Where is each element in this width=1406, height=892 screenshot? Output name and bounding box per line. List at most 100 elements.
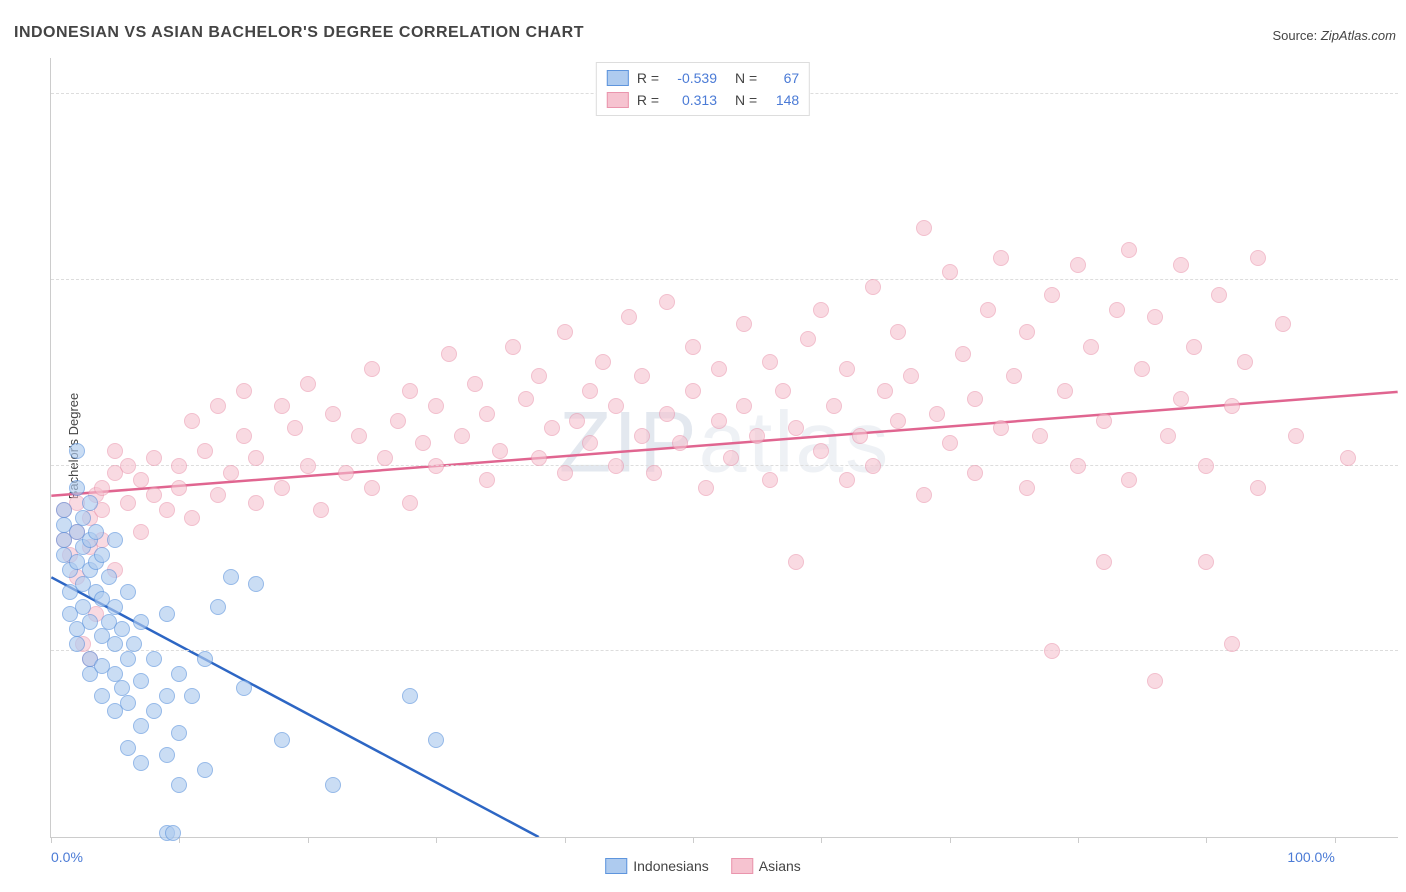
data-point-asians (865, 458, 881, 474)
data-point-asians (1186, 339, 1202, 355)
data-point-asians (236, 428, 252, 444)
data-point-indonesians (120, 651, 136, 667)
data-point-asians (1340, 450, 1356, 466)
data-point-asians (479, 406, 495, 422)
data-point-asians (223, 465, 239, 481)
data-point-indonesians (236, 680, 252, 696)
plot-area: ZIPatlas 25.0%50.0%75.0%100.0%0.0%100.0% (50, 58, 1398, 838)
data-point-indonesians (133, 673, 149, 689)
legend-label-asians: Asians (759, 858, 801, 874)
data-point-indonesians (120, 695, 136, 711)
n-value-asians: 148 (765, 89, 799, 111)
data-point-asians (955, 346, 971, 362)
data-point-asians (608, 398, 624, 414)
data-point-asians (788, 554, 804, 570)
data-point-asians (467, 376, 483, 392)
data-point-asians (248, 495, 264, 511)
data-point-asians (364, 480, 380, 496)
data-point-indonesians (94, 688, 110, 704)
data-point-asians (1224, 398, 1240, 414)
data-point-asians (428, 458, 444, 474)
data-point-asians (621, 309, 637, 325)
data-point-asians (184, 413, 200, 429)
n-label: N = (735, 67, 757, 89)
data-point-asians (646, 465, 662, 481)
data-point-asians (993, 420, 1009, 436)
data-point-asians (1147, 673, 1163, 689)
data-point-indonesians (223, 569, 239, 585)
data-point-asians (159, 502, 175, 518)
data-point-indonesians (75, 510, 91, 526)
x-tick-label: 0.0% (51, 849, 83, 865)
correlation-legend: R = -0.539 N = 67 R = 0.313 N = 148 (596, 62, 810, 116)
x-tick-label: 100.0% (1287, 849, 1334, 865)
data-point-asians (1211, 287, 1227, 303)
data-point-asians (325, 406, 341, 422)
data-point-asians (1096, 554, 1112, 570)
data-point-asians (171, 458, 187, 474)
data-point-asians (390, 413, 406, 429)
data-point-asians (94, 480, 110, 496)
data-point-indonesians (82, 495, 98, 511)
data-point-asians (582, 383, 598, 399)
data-point-indonesians (133, 755, 149, 771)
data-point-asians (1044, 287, 1060, 303)
data-point-asians (107, 443, 123, 459)
data-point-asians (1250, 250, 1266, 266)
data-point-asians (569, 413, 585, 429)
data-point-asians (916, 220, 932, 236)
data-point-asians (1224, 636, 1240, 652)
data-point-asians (736, 316, 752, 332)
data-point-indonesians (107, 636, 123, 652)
data-point-asians (1070, 257, 1086, 273)
correlation-row-asians: R = 0.313 N = 148 (607, 89, 799, 111)
legend-label-indonesians: Indonesians (633, 858, 709, 874)
data-point-asians (865, 279, 881, 295)
data-point-asians (762, 472, 778, 488)
legend-item-asians: Asians (731, 858, 801, 874)
data-point-asians (967, 465, 983, 481)
data-point-asians (1275, 316, 1291, 332)
data-point-asians (236, 383, 252, 399)
data-point-asians (557, 324, 573, 340)
data-point-asians (903, 368, 919, 384)
data-point-asians (313, 502, 329, 518)
data-point-asians (492, 443, 508, 459)
data-point-asians (518, 391, 534, 407)
data-point-indonesians (69, 480, 85, 496)
trend-lines-layer (51, 58, 1398, 837)
data-point-indonesians (197, 762, 213, 778)
data-point-asians (890, 324, 906, 340)
data-point-asians (1032, 428, 1048, 444)
data-point-asians (197, 443, 213, 459)
data-point-asians (505, 339, 521, 355)
source-value: ZipAtlas.com (1321, 28, 1396, 43)
data-point-asians (402, 495, 418, 511)
data-point-asians (146, 487, 162, 503)
data-point-indonesians (133, 718, 149, 734)
data-point-asians (133, 472, 149, 488)
data-point-indonesians (165, 825, 181, 841)
data-point-asians (1198, 554, 1214, 570)
data-point-asians (634, 368, 650, 384)
data-point-asians (942, 435, 958, 451)
data-point-asians (1147, 309, 1163, 325)
data-point-asians (479, 472, 495, 488)
data-point-indonesians (184, 688, 200, 704)
data-point-asians (1057, 383, 1073, 399)
data-point-asians (454, 428, 470, 444)
data-point-asians (377, 450, 393, 466)
data-point-asians (723, 450, 739, 466)
series-legend: Indonesians Asians (605, 858, 801, 874)
data-point-asians (531, 450, 547, 466)
data-point-asians (544, 420, 560, 436)
data-point-asians (120, 458, 136, 474)
data-point-asians (210, 487, 226, 503)
data-point-indonesians (69, 443, 85, 459)
data-point-asians (1019, 480, 1035, 496)
data-point-asians (364, 361, 380, 377)
data-point-asians (788, 420, 804, 436)
data-point-asians (210, 398, 226, 414)
data-point-asians (274, 398, 290, 414)
data-point-indonesians (146, 703, 162, 719)
